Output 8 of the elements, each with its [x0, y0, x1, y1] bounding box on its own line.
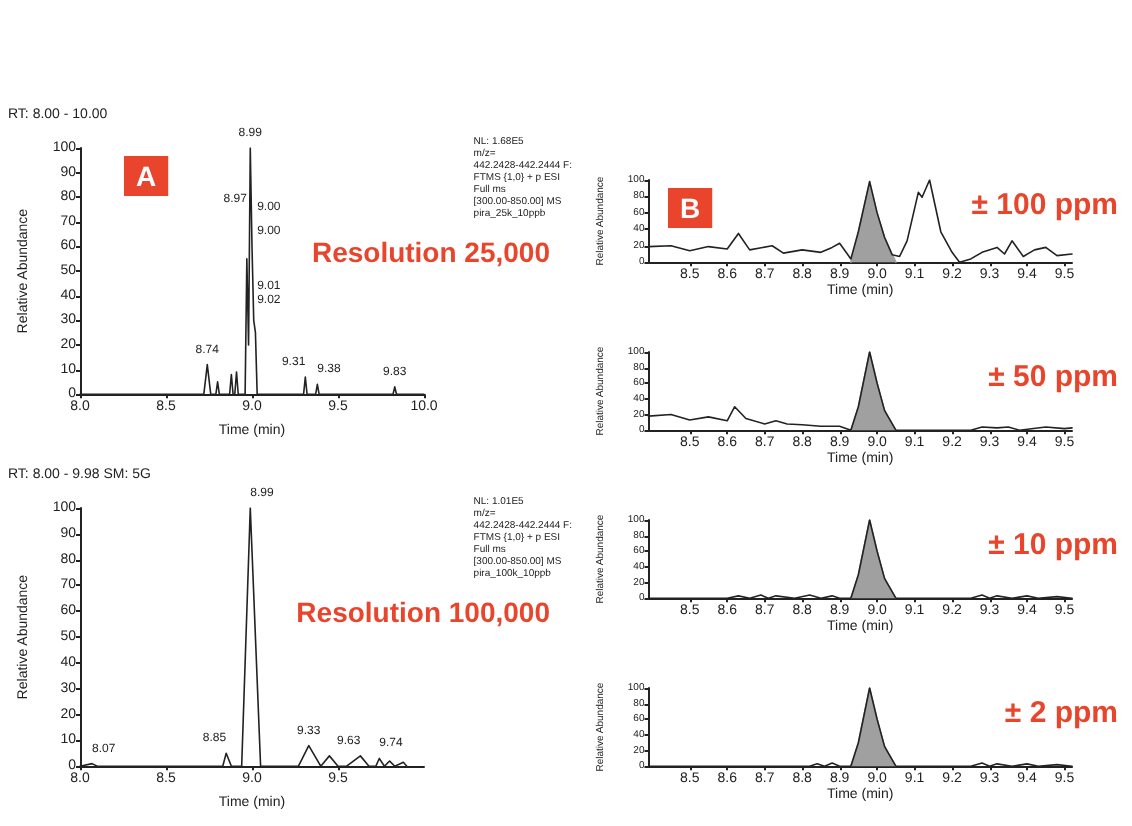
- chart-title: ± 100 ppm: [971, 188, 1119, 222]
- chart-subtitle: B: [680, 192, 701, 224]
- chart-title: ± 2 ppm: [1004, 696, 1119, 730]
- chart-title: ± 10 ppm: [988, 528, 1119, 562]
- chart-title: ± 50 ppm: [988, 360, 1119, 394]
- text: Resolution 25,000: [311, 236, 551, 268]
- text: Resolution 100,000: [296, 596, 551, 628]
- chart-subtitle: A: [136, 160, 157, 192]
